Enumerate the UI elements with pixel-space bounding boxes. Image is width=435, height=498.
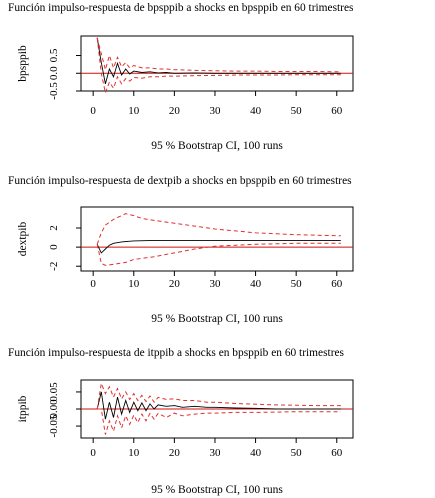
x-tick-label: 60 [331, 278, 343, 290]
series-response [96, 391, 341, 420]
chart-caption: 95 % Bootstrap CI, 100 runs [151, 140, 283, 152]
x-tick-label: 50 [291, 105, 303, 117]
y-axis-label: itppib [17, 395, 29, 422]
series-ci-lower [96, 37, 341, 95]
x-tick-label: 40 [250, 278, 262, 290]
y-tick-label: -2 [48, 262, 60, 271]
chart-title: Función impulso-respuesta de bpsppib a s… [8, 2, 354, 14]
y-tick-label: 0.0 [48, 66, 60, 80]
x-tick-label: 50 [291, 278, 303, 290]
series-ci-lower [96, 242, 341, 266]
y-tick-label: -0.5 [48, 82, 60, 100]
plot-frame [80, 35, 354, 92]
x-tick-label: 10 [128, 105, 140, 117]
series-response [96, 239, 341, 254]
x-tick-label: 20 [169, 278, 181, 290]
x-tick-label: 30 [209, 278, 221, 290]
y-tick-label: 2 [48, 225, 60, 231]
x-tick-label: 20 [169, 447, 181, 459]
chart-title: Función impulso-respuesta de itppib a sh… [8, 347, 345, 359]
x-tick-label: 0 [90, 278, 96, 290]
y-tick-label: 0.5 [48, 48, 60, 62]
chart-panel-1: Función impulso-respuesta de bpsppib a s… [8, 2, 354, 152]
series-ci-upper [96, 37, 341, 73]
series-response [96, 37, 341, 85]
chart-caption: 95 % Bootstrap CI, 100 runs [151, 313, 283, 325]
x-tick-label: 0 [90, 105, 96, 117]
chart-title: Función impulso-respuesta de dextpib a s… [8, 175, 352, 187]
x-tick-label: 50 [291, 447, 303, 459]
x-tick-label: 20 [169, 105, 181, 117]
x-tick-label: 60 [331, 105, 343, 117]
x-tick-label: 30 [209, 105, 221, 117]
y-axis-label: dextpib [17, 222, 29, 257]
series-ci-upper [96, 213, 341, 245]
y-tick-label: 0.05 [48, 382, 60, 402]
y-tick-label: 0 [48, 244, 60, 250]
chart-panel-3: Función impulso-respuesta de itppib a sh… [8, 347, 354, 496]
chart-panel-2: Función impulso-respuesta de dextpib a s… [8, 175, 354, 325]
series-ci-upper [96, 381, 341, 410]
x-tick-label: 10 [128, 447, 140, 459]
plot-frame [80, 206, 354, 272]
x-tick-label: 60 [331, 447, 343, 459]
y-tick-label: 0.00 [48, 399, 60, 419]
x-tick-label: 30 [209, 447, 221, 459]
x-tick-label: 10 [128, 278, 140, 290]
x-tick-label: 0 [90, 447, 96, 459]
y-axis-label: bpsppib [17, 45, 29, 82]
y-tick-label: -0.05 [48, 414, 60, 437]
x-tick-label: 40 [250, 105, 262, 117]
chart-caption: 95 % Bootstrap CI, 100 runs [151, 484, 283, 496]
series-ci-lower [97, 408, 341, 435]
x-tick-label: 40 [250, 447, 262, 459]
